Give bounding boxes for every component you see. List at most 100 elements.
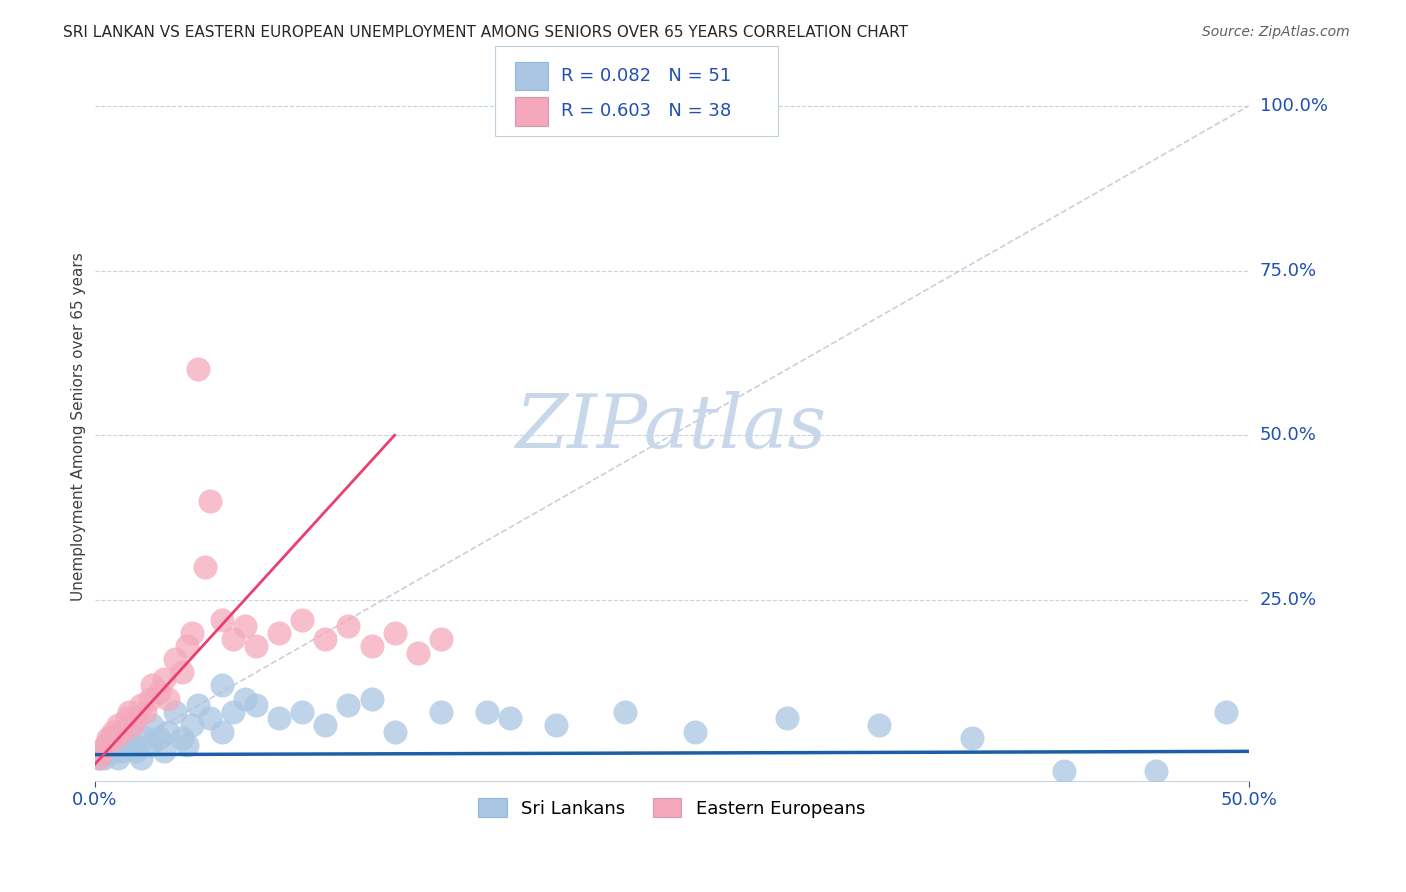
Point — [101, 724, 124, 739]
Point — [172, 731, 194, 746]
Text: ZIPatlas: ZIPatlas — [516, 391, 827, 463]
Point — [475, 705, 498, 719]
Point — [360, 639, 382, 653]
Text: R = 0.082   N = 51: R = 0.082 N = 51 — [561, 67, 731, 85]
Point — [121, 738, 143, 752]
Point — [104, 731, 127, 746]
Point — [104, 744, 127, 758]
Point — [337, 619, 360, 633]
Point — [101, 738, 124, 752]
Point — [90, 744, 112, 758]
Point — [97, 744, 120, 758]
Text: 25.0%: 25.0% — [1260, 591, 1317, 609]
Point — [222, 705, 245, 719]
Point — [211, 613, 233, 627]
Point — [121, 718, 143, 732]
Point — [360, 691, 382, 706]
Point — [269, 625, 291, 640]
Point — [89, 751, 111, 765]
Point — [546, 718, 568, 732]
Point — [141, 718, 163, 732]
Point — [125, 711, 148, 725]
Point — [153, 744, 176, 758]
Point — [107, 751, 129, 765]
Y-axis label: Unemployment Among Seniors over 65 years: Unemployment Among Seniors over 65 years — [72, 252, 86, 601]
Point — [1144, 764, 1167, 778]
Point — [157, 724, 180, 739]
Point — [430, 632, 453, 647]
Point — [187, 698, 209, 713]
Point — [269, 711, 291, 725]
Point — [187, 362, 209, 376]
Text: 50.0%: 50.0% — [1260, 426, 1316, 444]
Point — [165, 705, 187, 719]
Point — [176, 639, 198, 653]
Point — [499, 711, 522, 725]
Point — [291, 613, 314, 627]
Point — [384, 724, 406, 739]
Point — [115, 731, 138, 746]
Point — [153, 672, 176, 686]
Point — [176, 738, 198, 752]
Point — [868, 718, 890, 732]
Point — [134, 705, 156, 719]
Point — [94, 738, 117, 752]
Point — [614, 705, 637, 719]
Point — [129, 751, 152, 765]
Point — [245, 698, 267, 713]
Point — [430, 705, 453, 719]
Point — [198, 711, 221, 725]
Point — [776, 711, 799, 725]
Point — [291, 705, 314, 719]
Point — [148, 731, 170, 746]
Point — [90, 744, 112, 758]
Text: Source: ZipAtlas.com: Source: ZipAtlas.com — [1202, 25, 1350, 39]
Point — [125, 744, 148, 758]
Point — [1053, 764, 1076, 778]
Point — [141, 678, 163, 692]
Point — [406, 646, 429, 660]
Point — [118, 724, 141, 739]
Point — [97, 731, 120, 746]
Point — [314, 632, 336, 647]
Point — [108, 738, 131, 752]
Point — [107, 718, 129, 732]
Point — [148, 685, 170, 699]
Point — [165, 652, 187, 666]
Point — [198, 494, 221, 508]
Point — [139, 738, 162, 752]
Point — [172, 665, 194, 680]
Point — [111, 724, 134, 739]
Text: 100.0%: 100.0% — [1260, 97, 1327, 115]
Point — [222, 632, 245, 647]
Point — [314, 718, 336, 732]
Point — [194, 560, 217, 574]
Point — [118, 705, 141, 719]
Point — [93, 751, 115, 765]
Text: 75.0%: 75.0% — [1260, 261, 1317, 279]
Point — [960, 731, 983, 746]
Point — [139, 691, 162, 706]
Point — [134, 731, 156, 746]
Point — [384, 625, 406, 640]
Point — [211, 678, 233, 692]
Point — [129, 698, 152, 713]
Point — [180, 718, 202, 732]
Point — [211, 724, 233, 739]
Point — [1215, 705, 1237, 719]
Point — [115, 711, 138, 725]
Point — [245, 639, 267, 653]
Text: R = 0.603   N = 38: R = 0.603 N = 38 — [561, 103, 731, 120]
Text: SRI LANKAN VS EASTERN EUROPEAN UNEMPLOYMENT AMONG SENIORS OVER 65 YEARS CORRELAT: SRI LANKAN VS EASTERN EUROPEAN UNEMPLOYM… — [63, 25, 908, 40]
Point — [180, 625, 202, 640]
Point — [157, 691, 180, 706]
Point — [111, 744, 134, 758]
Point — [100, 731, 122, 746]
Legend: Sri Lankans, Eastern Europeans: Sri Lankans, Eastern Europeans — [471, 791, 873, 825]
Point — [337, 698, 360, 713]
Point — [683, 724, 706, 739]
Point — [233, 691, 256, 706]
Point — [89, 751, 111, 765]
Point — [233, 619, 256, 633]
Point — [94, 738, 117, 752]
